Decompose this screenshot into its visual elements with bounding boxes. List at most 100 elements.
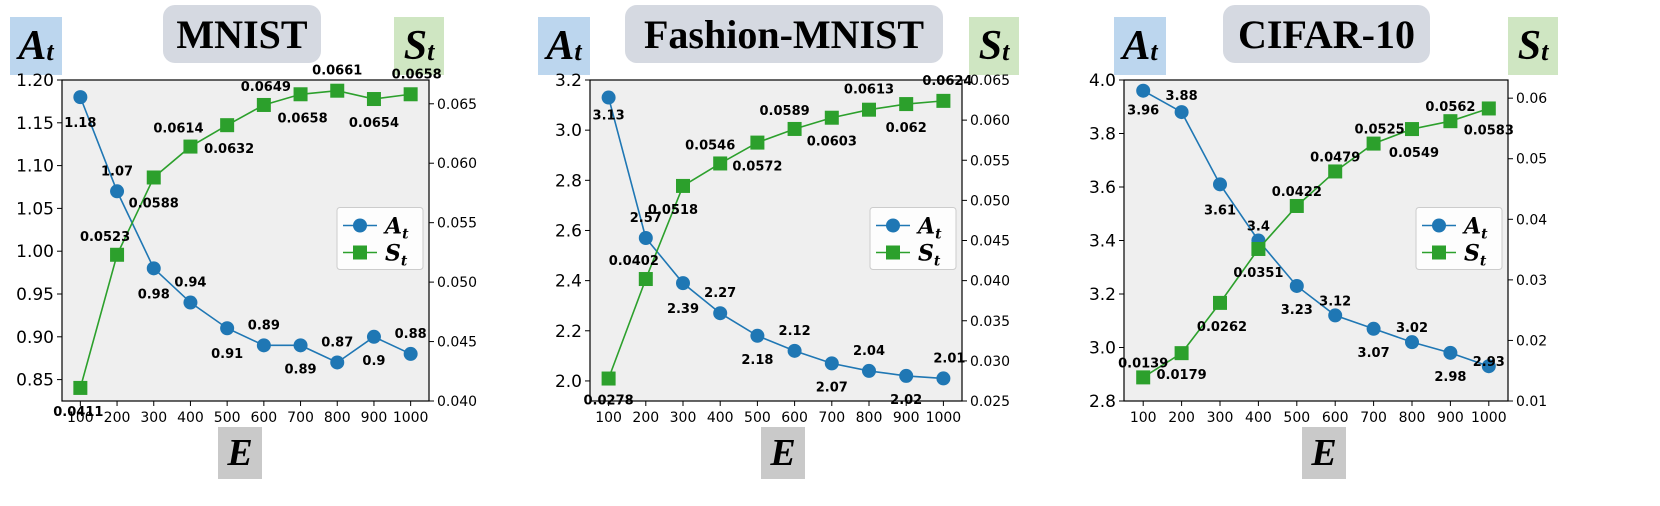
series-a-data-label: 2.27 [704, 286, 736, 301]
legend-symbol: S [918, 241, 934, 267]
legend-subscript: t [935, 227, 942, 243]
x-tick-label: 600 [1322, 410, 1349, 426]
series-s-point [899, 97, 914, 112]
x-tick-label: 400 [1245, 410, 1272, 426]
x-tick-label: 100 [595, 410, 622, 426]
series-s-point [1481, 101, 1496, 116]
series-s-point [256, 97, 271, 112]
series-s-data-label: 0.0179 [1157, 368, 1207, 383]
series-a-data-label: 3.13 [593, 109, 625, 124]
a-symbol: A [1122, 23, 1151, 69]
subscript-t: t [574, 37, 582, 66]
subscript-t: t [1002, 37, 1010, 66]
left-y-tick-label: 1.15 [16, 114, 54, 134]
series-a-data-label: 2.39 [667, 302, 699, 317]
series-a-data-label: 2.98 [1434, 370, 1466, 385]
series-s-point [601, 371, 616, 386]
chart-panel-2: 100 200 300 400 500 600 700 800 900 1000 2.8 3.0 3.2… [1089, 71, 1547, 426]
x-tick-label: 500 [744, 410, 771, 426]
series-s-data-label: 0.0523 [80, 230, 130, 245]
right-y-tick-label: 0.060 [970, 113, 1010, 129]
series-a-point [146, 261, 161, 276]
series-s-point [220, 118, 235, 133]
x-tick-label: 500 [214, 410, 241, 426]
series-a-point [1136, 83, 1151, 98]
series-a-data-label: 3.12 [1319, 294, 1351, 309]
series-s-data-label: 0.0658 [277, 111, 327, 126]
left-y-tick-label: 3.0 [555, 121, 582, 141]
series-s-data-label: 0.0562 [1425, 100, 1475, 115]
series-s-data-label: 0.0589 [760, 104, 810, 119]
a-symbol: A [18, 23, 47, 69]
left-y-tick-label: 3.2 [555, 71, 582, 91]
series-s-point [862, 102, 876, 117]
series-a-point [713, 306, 728, 321]
x-tick-label: 300 [670, 410, 697, 426]
left-y-tick-label: 0.90 [16, 328, 54, 348]
series-s-point [1405, 122, 1419, 137]
series-s-point [676, 178, 690, 193]
series-s-point [936, 93, 951, 108]
series-a-data-label: 2.93 [1473, 355, 1505, 370]
right-y-tick-label: 0.04 [1516, 212, 1547, 228]
legend-box [869, 207, 957, 270]
series-a-point [1213, 177, 1227, 192]
legend-a-marker [1432, 218, 1446, 233]
series-s-data-label: 0.0262 [1197, 320, 1247, 335]
right-y-tick-label: 0.055 [970, 153, 1010, 169]
series-s-data-label: 0.062 [886, 121, 927, 136]
series-s-data-label: 0.0525 [1355, 123, 1405, 138]
series-a-data-label: 0.89 [285, 362, 317, 377]
legend-subscript: t [401, 254, 408, 270]
series-s-data-label: 0.0139 [1118, 356, 1168, 371]
right-y-tick-label: 0.02 [1516, 333, 1547, 349]
left-y-tick-label: 2.6 [555, 221, 582, 241]
left-y-tick-label: 1.20 [16, 71, 54, 91]
subscript-t: t [427, 37, 435, 66]
series-a-data-label: 1.18 [64, 116, 96, 131]
series-s-point [1443, 114, 1458, 129]
series-s-data-label: 0.0658 [392, 67, 442, 82]
x-tick-label: 200 [104, 410, 131, 426]
series-a-point [220, 321, 235, 336]
series-a-point [366, 329, 381, 344]
x-tick-label: 400 [177, 410, 204, 426]
series-a-point [293, 338, 308, 353]
series-a-point [1366, 321, 1381, 336]
series-s-point [1213, 295, 1227, 310]
series-a-data-label: 2.01 [933, 351, 965, 366]
series-a-data-label: 1.07 [101, 164, 133, 179]
right-y-tick-label: 0.045 [437, 335, 477, 351]
a-symbol: A [546, 23, 575, 69]
series-s-data-label: 0.0603 [807, 135, 857, 150]
series-s-data-label: 0.0613 [844, 83, 894, 98]
series-s-data-label: 0.0479 [1310, 150, 1360, 165]
s-symbol: S [978, 23, 1003, 69]
legend-a-marker [886, 218, 900, 233]
series-s-point [1136, 370, 1151, 385]
series-s-data-label: 0.0624 [922, 74, 972, 89]
series-s-data-label: 0.0422 [1272, 185, 1322, 200]
left-y-tick-label: 1.10 [16, 157, 54, 177]
series-s-data-label: 0.0654 [349, 116, 399, 131]
left-y-tick-label: 2.4 [555, 272, 582, 292]
x-tick-label: 700 [287, 410, 314, 426]
series-s-point [1328, 164, 1343, 179]
x-tick-label: 600 [250, 410, 277, 426]
series-a-point [1328, 308, 1343, 323]
right-y-tick-label: 0.025 [970, 394, 1010, 410]
right-y-tick-label: 0.030 [970, 354, 1010, 370]
legend-subscript: t [1480, 254, 1487, 270]
left-y-tick-label: 0.95 [16, 285, 54, 305]
subscript-t: t [1150, 37, 1158, 66]
series-s-point [1289, 198, 1304, 213]
legend-s-marker [1432, 245, 1446, 260]
legend-subscript: t [1481, 227, 1488, 243]
series-a-data-label: 0.89 [248, 318, 280, 333]
